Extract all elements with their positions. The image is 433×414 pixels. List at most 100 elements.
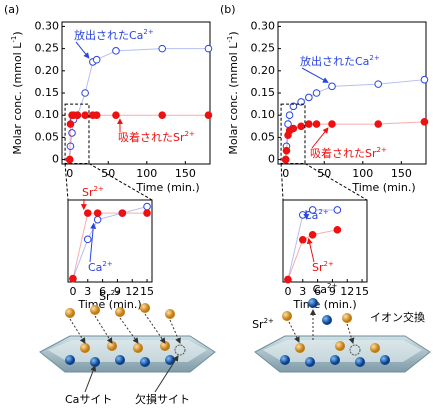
data-point	[204, 44, 213, 53]
label-sup: -1	[226, 36, 234, 43]
data-point	[305, 120, 313, 128]
x-tick-label: 100	[136, 167, 157, 180]
data-point	[374, 120, 383, 128]
arrow	[311, 127, 329, 149]
ion	[308, 298, 318, 308]
data-point	[420, 118, 429, 126]
y-tick-label: 0	[268, 153, 275, 166]
diagram-label: Caサイト	[65, 393, 112, 406]
vacancy	[174, 344, 186, 356]
y-tick-label: 0.25	[35, 42, 60, 55]
label-text: 吸着されたSr	[118, 130, 185, 144]
y-tick-label: 0.20	[35, 64, 60, 77]
data-point	[83, 235, 92, 244]
ion	[282, 311, 292, 321]
arrow	[303, 209, 310, 220]
plot-frame	[277, 21, 427, 165]
data-point	[68, 129, 76, 137]
label-after: )	[227, 31, 240, 35]
x-tick-label: 6	[314, 285, 321, 298]
data-point	[305, 93, 313, 102]
label-sup: 2+	[94, 185, 104, 193]
annotation: 放出されたCa2+	[300, 54, 380, 68]
arrow	[154, 355, 179, 393]
x-tick-label: 150	[175, 167, 196, 180]
diagram-label: イオン交換	[370, 310, 425, 324]
ion	[322, 315, 332, 325]
x-tick-label: 3	[84, 285, 91, 298]
y-tick-label: 0.05	[35, 130, 60, 143]
data-point	[297, 98, 305, 106]
data-point	[143, 202, 151, 211]
arrow	[94, 315, 113, 344]
data-point	[333, 206, 342, 214]
label-text: Molar conc. (mmol L	[11, 42, 24, 155]
y-tick-label: 0.15	[251, 86, 276, 99]
data-point	[298, 235, 307, 244]
y-tick-label: 0.10	[251, 108, 276, 121]
data-point	[328, 82, 336, 91]
y-tick-label: 0.15	[35, 86, 60, 99]
zoom-link	[88, 163, 153, 201]
data-point	[143, 209, 151, 217]
label-text: Sr	[99, 290, 111, 303]
ion	[107, 341, 117, 351]
x-tick-label: 0	[69, 285, 76, 298]
arrow	[169, 319, 181, 344]
label-sup: 2+	[369, 54, 379, 62]
x-tick-label: 3	[299, 285, 306, 298]
y-axis-label: Molar conc. (mmol L-1)	[226, 31, 240, 154]
label-sup: 2+	[111, 289, 121, 297]
data-point	[81, 89, 89, 97]
label-sup: -1	[10, 36, 18, 43]
ion	[165, 355, 175, 365]
label-text: 放出されたCa	[74, 28, 143, 42]
ion	[115, 307, 125, 317]
label-text: Ca	[88, 261, 102, 274]
data-point	[118, 209, 127, 217]
label-sup: 2+	[327, 282, 337, 290]
y-tick-label: 0.30	[251, 19, 276, 32]
data-point	[92, 55, 101, 64]
x-tick-label: 9	[114, 285, 121, 298]
data-point	[83, 209, 92, 217]
annotation: 吸着されたSr2+	[310, 146, 387, 160]
label-sup: 2+	[185, 130, 195, 138]
annotation: Ca2+	[88, 260, 113, 274]
ion	[305, 357, 315, 367]
data-point	[312, 89, 321, 97]
x-tick-label: 50	[101, 167, 115, 180]
x-tick-label: 12	[125, 285, 139, 298]
label-text: Ca	[313, 283, 327, 296]
x-tick-label: 0	[66, 167, 73, 180]
zoom-link	[304, 163, 368, 201]
ion	[90, 357, 100, 367]
arrow	[119, 317, 139, 344]
diagram-label: Ca2+	[313, 282, 338, 296]
annotation: Sr2+	[312, 260, 334, 274]
data-point	[158, 111, 167, 119]
data-point	[69, 274, 77, 283]
arrow	[75, 41, 90, 59]
label-text: Sr	[82, 186, 94, 199]
x-tick-label: 0	[284, 285, 291, 298]
data-point	[204, 111, 213, 119]
data-point	[66, 142, 75, 151]
diagram-label: Sr2+	[252, 317, 274, 331]
ion	[280, 355, 290, 365]
ion	[165, 309, 175, 319]
ion	[115, 355, 125, 365]
panel-label: (b)	[220, 3, 236, 16]
data-point	[158, 44, 167, 53]
y-tick-label: 0.20	[251, 64, 276, 77]
arrow	[89, 222, 97, 263]
data-point	[93, 209, 102, 217]
annotation: Ca2+	[304, 208, 329, 222]
ion	[80, 343, 90, 353]
x-tick-label: 0	[282, 167, 289, 180]
x-axis-label: Time (min.)	[292, 298, 356, 311]
data-point	[333, 226, 342, 234]
zoom-box	[280, 103, 306, 165]
label-text: Sr	[312, 261, 324, 274]
